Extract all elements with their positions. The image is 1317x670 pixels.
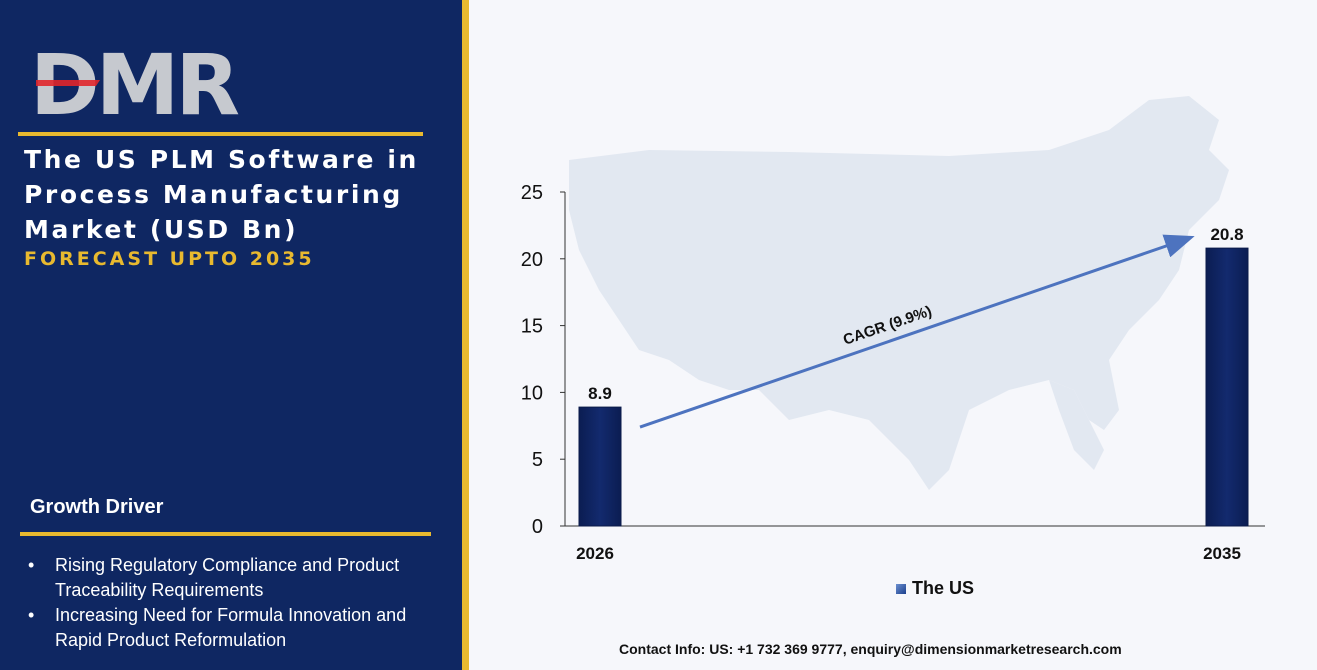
- x-tick-label: 2035: [1203, 544, 1241, 563]
- bar: [578, 406, 622, 527]
- contact-info: Contact Info: US: +1 732 369 9777, enqui…: [619, 641, 1122, 657]
- y-tick-label: 0: [532, 516, 543, 538]
- left-panel: DMR The US PLM Software in Process Manuf…: [0, 0, 462, 670]
- x-tick-label: 2026: [576, 544, 614, 563]
- growth-driver-item: • Rising Regulatory Compliance and Produc…: [24, 553, 444, 603]
- growth-driver-item: • Increasing Need for Formula Innovation …: [24, 603, 444, 653]
- us-map-shape: [569, 96, 1229, 490]
- report-subtitle: FORECAST UPTO 2035: [24, 248, 315, 270]
- y-tick-label: 5: [532, 449, 543, 471]
- y-tick-label: 10: [521, 382, 543, 404]
- dmr-logo: DMR: [30, 40, 240, 120]
- y-tick-label: 25: [521, 182, 543, 204]
- us-map-background: [569, 96, 1229, 490]
- data-label: 20.8: [1210, 225, 1243, 244]
- y-tick-label: 15: [521, 316, 543, 338]
- chart-legend: The US: [896, 578, 974, 599]
- bullet-icon: •: [28, 605, 35, 625]
- legend-swatch: [896, 583, 906, 594]
- data-label: 8.9: [588, 384, 612, 403]
- logo-divider: [18, 132, 423, 136]
- growth-driver-text: Increasing Need for Formula Innovation a…: [55, 605, 407, 650]
- cagr-arrow: [639, 234, 1195, 429]
- growth-driver-divider: [20, 532, 431, 536]
- growth-driver-label: Growth Driver: [30, 496, 164, 518]
- chart-panel: 0 5 10 15 20 25 8.9 2026 20.8 2035 CAGR (9.9%) The…: [469, 0, 1317, 670]
- bar: [1205, 247, 1249, 527]
- gold-divider-strip: [462, 0, 469, 670]
- logo-red-accent: [36, 80, 100, 86]
- growth-driver-text: Rising Regulatory Compliance and Product…: [55, 555, 400, 600]
- bullet-icon: •: [28, 555, 35, 575]
- florida-shape: [1049, 380, 1104, 470]
- report-title: The US PLM Software in Process Manufactu…: [24, 145, 419, 244]
- y-tick-label: 20: [521, 249, 543, 271]
- growth-driver-list: • Rising Regulatory Compliance and Produc…: [24, 553, 444, 653]
- legend-label: The US: [912, 578, 975, 598]
